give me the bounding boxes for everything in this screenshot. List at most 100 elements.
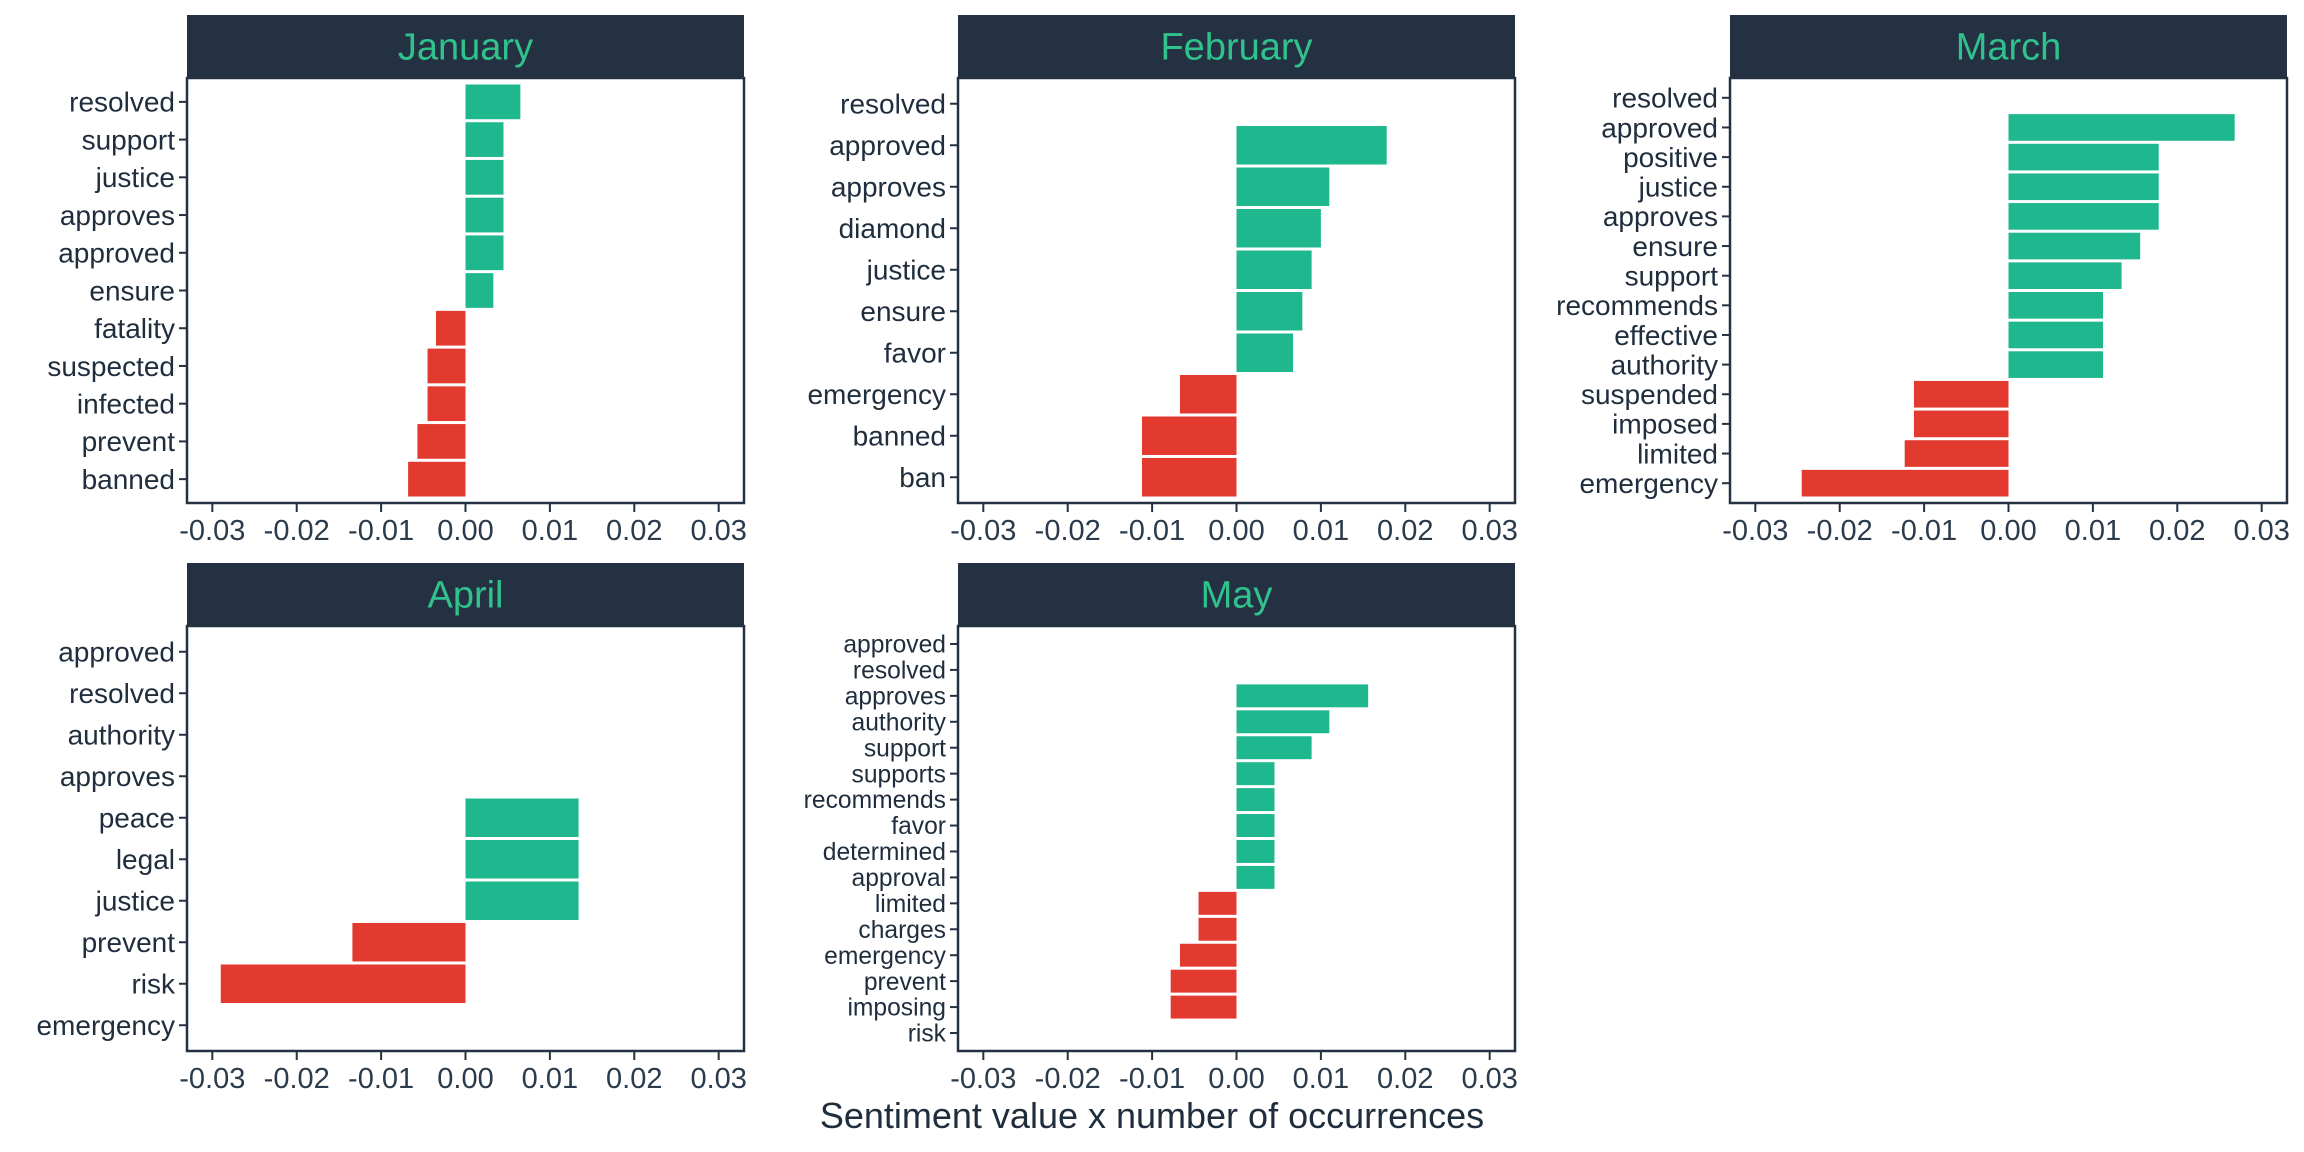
bar-ban	[1141, 458, 1237, 497]
category-label: approval	[852, 865, 946, 892]
x-tick-label: -0.02	[264, 1063, 330, 1095]
x-tick-label: 0.03	[1461, 515, 1517, 547]
facet-strip	[187, 15, 744, 78]
bar-approval	[1236, 865, 1275, 889]
facet-strip	[958, 15, 1515, 78]
bar-prevent	[417, 424, 466, 459]
bar-determined	[1236, 840, 1275, 863]
x-tick-label: 0.00	[1208, 515, 1264, 547]
category-label: approved	[829, 130, 946, 161]
category-label: approved	[1601, 112, 1718, 143]
x-tick-label: -0.03	[179, 1063, 245, 1095]
x-tick-label: 0.03	[2233, 515, 2289, 547]
category-label: approves	[60, 761, 175, 792]
x-tick-label: 0.01	[1293, 515, 1349, 547]
x-tick-label: -0.01	[1891, 515, 1957, 547]
facet-panel-february: February resolved approved approves diamond j…	[807, 15, 1518, 547]
facet-strip	[187, 563, 744, 626]
bar-authority	[1236, 710, 1330, 734]
x-tick-label: 0.02	[1377, 1063, 1433, 1095]
category-label: risk	[908, 1021, 947, 1048]
category-label: limited	[875, 891, 946, 918]
category-label: supports	[852, 761, 946, 788]
category-label: approves	[60, 200, 175, 231]
bar-ensure	[2008, 232, 2141, 260]
category-label: imposing	[847, 995, 946, 1022]
bar-prevent	[352, 923, 466, 962]
category-label: justice	[95, 162, 175, 193]
bar-peace	[465, 798, 579, 837]
category-label: justice	[95, 886, 175, 917]
x-tick-label: 0.02	[606, 515, 662, 547]
x-tick-label: -0.01	[348, 1063, 414, 1095]
x-tick-label: -0.02	[1807, 515, 1873, 547]
category-label: support	[82, 124, 176, 155]
category-label: resolved	[840, 89, 946, 120]
category-label: diamond	[839, 213, 946, 244]
x-tick-label: 0.00	[1980, 515, 2036, 547]
bar-prevent	[1170, 969, 1237, 993]
category-label: support	[864, 735, 946, 762]
x-tick-label: 0.02	[606, 1063, 662, 1095]
x-tick-label: 0.01	[2065, 515, 2121, 547]
bar-recommends	[1236, 788, 1275, 812]
facet-title: May	[1201, 575, 1273, 617]
category-label: effective	[1614, 320, 1718, 351]
bar-emergency	[1801, 469, 2009, 497]
category-label: determined	[823, 839, 946, 866]
x-tick-label: -0.03	[950, 1063, 1016, 1095]
x-tick-label: 0.02	[1377, 515, 1433, 547]
plot-area	[1730, 78, 2287, 503]
bar-recommends	[2008, 292, 2104, 319]
facet-panel-april: April approved resolved authority approves pe…	[36, 563, 747, 1095]
category-label: resolved	[1612, 83, 1718, 114]
bar-charges	[1198, 917, 1237, 941]
bar-approved	[1236, 126, 1387, 165]
category-label: suspended	[1581, 379, 1718, 410]
category-label: justice	[1638, 172, 1718, 203]
bar-approves	[465, 197, 504, 233]
category-label: emergency	[807, 379, 946, 410]
bar-infected	[427, 386, 466, 422]
bar-approved	[2008, 114, 2235, 141]
bar-justice	[465, 881, 579, 920]
category-label: banned	[82, 464, 175, 495]
facet-strip	[958, 563, 1515, 626]
category-label: approved	[58, 238, 175, 269]
category-label: approves	[831, 172, 946, 203]
category-label: emergency	[824, 943, 947, 970]
category-label: suspected	[47, 351, 175, 382]
bar-support	[465, 122, 504, 157]
bar-authority	[2008, 351, 2104, 378]
x-tick-label: 0.00	[437, 515, 493, 547]
x-tick-label: 0.00	[1208, 1063, 1264, 1095]
category-label: peace	[99, 803, 175, 834]
category-label: favor	[891, 813, 946, 840]
category-label: authority	[68, 720, 175, 751]
facet-title: February	[1160, 27, 1312, 69]
category-label: infected	[77, 388, 175, 419]
bar-ensure	[1236, 292, 1303, 331]
x-tick-label: 0.02	[2149, 515, 2205, 547]
bar-imposed	[1913, 410, 2009, 438]
category-label: approves	[845, 683, 946, 710]
category-label: approved	[843, 632, 946, 659]
category-label: recommends	[1556, 290, 1718, 321]
bar-approved	[465, 235, 504, 271]
category-label: authority	[1611, 349, 1718, 380]
bar-justice	[1236, 250, 1312, 289]
x-tick-label: -0.02	[264, 515, 330, 547]
x-tick-label: 0.03	[1461, 1063, 1517, 1095]
bar-risk	[220, 964, 466, 1003]
category-label: recommends	[804, 787, 946, 814]
bar-ensure	[465, 273, 494, 308]
x-tick-label: -0.01	[1119, 515, 1185, 547]
x-tick-label: -0.03	[1722, 515, 1788, 547]
category-label: support	[1625, 260, 1719, 291]
bar-fatality	[435, 310, 466, 346]
category-label: fatality	[94, 313, 175, 344]
x-tick-label: -0.02	[1035, 515, 1101, 547]
x-tick-label: -0.01	[348, 515, 414, 547]
x-tick-label: 0.01	[522, 1063, 578, 1095]
x-tick-label: -0.03	[950, 515, 1016, 547]
